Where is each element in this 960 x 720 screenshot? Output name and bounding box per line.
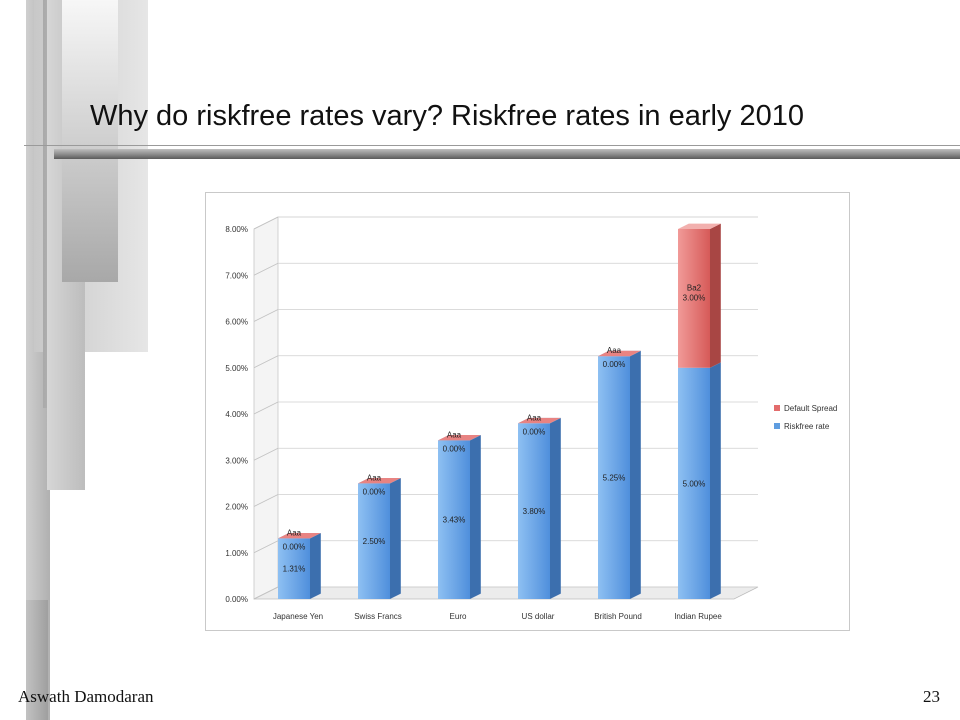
bar-riskfree-side (310, 533, 321, 599)
y-tick-label: 5.00% (225, 364, 248, 373)
gridline-depth (253, 216, 279, 230)
gridline-depth (253, 447, 279, 461)
legend-label: Default Spread (784, 404, 837, 413)
bar-riskfree-side (550, 417, 561, 599)
data-label-riskfree: 2.50% (363, 537, 386, 546)
bar-default-spread-side (710, 223, 721, 368)
y-tick-label: 3.00% (225, 456, 248, 465)
gridline-depth (253, 355, 279, 369)
y-tick-label: 2.00% (225, 503, 248, 512)
data-label-riskfree: 1.31% (283, 565, 306, 574)
gridline-depth (253, 262, 279, 276)
legend-swatch (774, 423, 780, 429)
data-label-spread: 0.00% (283, 542, 306, 551)
decor-bar-6 (26, 600, 48, 720)
x-category-label: Japanese Yen (273, 612, 323, 621)
bar-riskfree (358, 483, 390, 599)
chart-frame: 0.00% 1.00% 2.00% 3.00% 4.00% 5.00% 6.00% 7.00%… (205, 192, 850, 631)
y-tick-label: 7.00% (225, 271, 248, 280)
gridline-depth (253, 540, 279, 554)
gridline-depth (253, 494, 279, 507)
title-rule-thin (24, 145, 960, 146)
x-category-label: British Pound (594, 612, 642, 621)
data-label-riskfree: 3.80% (523, 507, 546, 516)
bar-default-spread-cap (438, 434, 481, 441)
y-tick-label: 6.00% (225, 318, 248, 327)
bar-riskfree (278, 538, 310, 599)
bar-default-spread-cap (598, 350, 641, 357)
page-number: 23 (923, 687, 940, 706)
slide-title: Why do riskfree rates vary? Riskfree rat… (90, 100, 804, 132)
bars-layer (278, 223, 721, 599)
bar-riskfree (678, 367, 710, 599)
rating-label: Aaa (527, 413, 542, 422)
footer-author: Aswath Damodaran (18, 687, 154, 706)
title-rule-thick (54, 149, 960, 159)
data-label-spread: 3.00% (683, 293, 706, 302)
bar-default-spread (678, 229, 710, 368)
y-tick-label: 1.00% (225, 549, 248, 558)
chart-svg: 0.00% 1.00% 2.00% 3.00% 4.00% 5.00% 6.00% 7.00%… (225, 216, 837, 621)
data-label-spread: 0.00% (443, 444, 466, 453)
bar-default-spread-cap (358, 477, 401, 484)
bar-riskfree (598, 356, 630, 599)
bar-riskfree-side (710, 362, 721, 599)
gridline-depth (253, 401, 279, 415)
labels-layer: 0.00% 1.00% 2.00% 3.00% 4.00% 5.00% 6.00% 7.00%… (225, 225, 722, 621)
bar-riskfree-side (630, 350, 641, 599)
data-label-riskfree: 3.43% (443, 516, 466, 525)
data-label-spread: 0.00% (603, 360, 626, 369)
bar-default-spread-top (678, 223, 721, 229)
rating-label: Ba2 (687, 283, 702, 292)
bar-riskfree-side (390, 477, 401, 599)
decor-bar-5 (62, 0, 118, 282)
y-tick-label: 8.00% (225, 225, 248, 234)
x-category-label: Indian Rupee (674, 612, 722, 621)
y-tick-label: 0.00% (225, 595, 248, 604)
x-category-label: US dollar (522, 612, 555, 621)
rating-label: Aaa (367, 473, 382, 482)
x-category-label: Euro (450, 612, 467, 621)
gridline-depth (253, 586, 279, 600)
data-label-spread: 0.00% (363, 487, 386, 496)
legend-label: Riskfree rate (784, 422, 830, 431)
gridline-depth (253, 309, 279, 322)
legend-swatch (774, 405, 780, 411)
rating-label: Aaa (447, 430, 462, 439)
bar-riskfree (518, 423, 550, 599)
bar-riskfree (438, 440, 470, 599)
data-label-spread: 0.00% (523, 427, 546, 436)
y-tick-label: 4.00% (225, 410, 248, 419)
bar-default-spread-cap (278, 533, 321, 539)
rating-label: Aaa (287, 528, 302, 537)
data-label-riskfree: 5.25% (603, 474, 626, 483)
bar-default-spread-cap (518, 417, 561, 424)
x-category-label: Swiss Francs (354, 612, 402, 621)
data-label-riskfree: 5.00% (683, 479, 706, 488)
legend-layer: Default Spread Riskfree rate (774, 404, 837, 431)
bar-riskfree-side (470, 434, 481, 599)
rating-label: Aaa (607, 346, 622, 355)
